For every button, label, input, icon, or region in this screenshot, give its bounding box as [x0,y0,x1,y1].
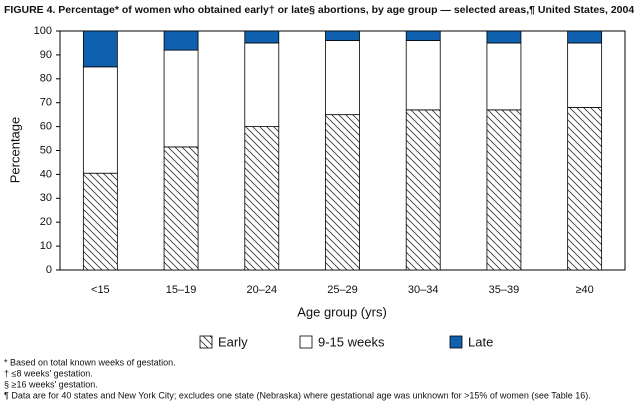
chart-title: FIGURE 4. Percentage* of women who obtai… [4,4,634,16]
bar-segment [405,40,441,111]
y-tick-label: 30 [40,192,52,204]
x-tick-label: 30–34 [408,284,439,296]
bar-segment [163,49,199,148]
x-tick-label: <15 [91,284,110,296]
bar-segment [567,107,603,271]
bar-segment [244,42,280,128]
y-axis-label: Percentage [7,117,22,184]
bar-segment [567,30,603,44]
bar-segment [325,40,360,116]
x-tick-label: 25–29 [327,284,358,296]
bar-segment [486,109,522,271]
x-tick-label: 20–24 [246,284,277,296]
y-tick-label: 0 [46,264,52,276]
y-tick-label: 60 [40,121,52,133]
legend-label: 9-15 weeks [318,334,385,349]
legend-swatch [199,335,213,349]
bar-segment [486,30,522,44]
bar-segment [82,30,118,68]
bar-segment [325,30,360,41]
legend-label: Late [468,334,493,349]
legend-swatch [449,335,463,349]
x-tick-label: 35–39 [489,284,520,296]
y-tick-label: 90 [40,49,52,61]
bar-segment [567,42,603,108]
bar-segment [325,114,360,271]
bar-segment [244,126,280,271]
bar-segment [244,30,280,44]
x-tick-label: 15–19 [166,284,197,296]
footnote: ¶ Data are for 40 states and New York Ci… [4,390,591,400]
x-tick-label: ≥40 [576,284,594,296]
legend-label: Early [218,334,248,349]
y-tick-label: 50 [40,144,52,156]
bar-segment [486,42,522,111]
y-tick-label: 80 [40,73,52,85]
footnote: § ≥16 weeks' gestation. [4,379,98,389]
bar-segment [163,30,199,51]
y-tick-label: 40 [40,168,52,180]
y-tick-label: 100 [34,25,52,37]
bar-segment [405,109,441,271]
y-tick-label: 20 [40,216,52,228]
legend-swatch [299,335,313,349]
x-axis-label: Age group (yrs) [297,304,387,319]
footnote: † ≤8 weeks' gestation. [4,368,93,378]
bar-segment [405,30,441,41]
footnote: * Based on total known weeks of gestatio… [4,357,176,367]
y-tick-label: 10 [40,240,52,252]
y-tick-label: 70 [40,97,52,109]
bar-segment [82,66,118,174]
bar-segment [82,172,118,271]
bar-segment [163,146,199,271]
